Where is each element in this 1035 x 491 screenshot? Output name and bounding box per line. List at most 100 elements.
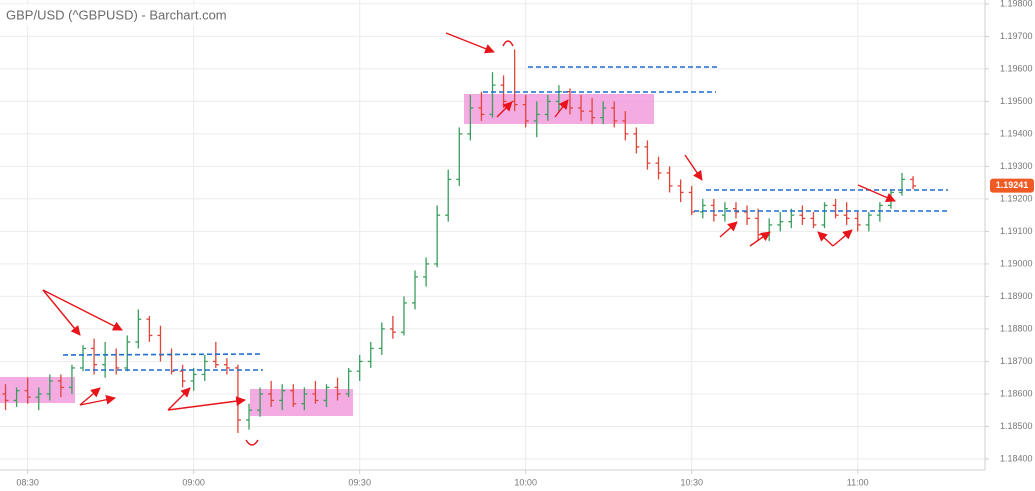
ohlc-bar	[644, 140, 651, 170]
y-tick-label: 1.19300	[1000, 161, 1033, 171]
ohlc-bar	[865, 211, 872, 232]
y-tick-label: 1.18400	[1000, 453, 1033, 463]
ohlc-bar	[533, 101, 540, 138]
ohlc-bar	[400, 296, 407, 336]
ohlc-bar	[234, 364, 241, 433]
bars	[2, 49, 917, 433]
y-tick-label: 1.19200	[1000, 193, 1033, 203]
arrow	[79, 394, 116, 406]
x-tick-label: 10:30	[680, 477, 703, 487]
ohlc-bar	[854, 211, 861, 232]
grid	[0, 0, 985, 470]
level-line	[62, 353, 263, 356]
highlight-boxes	[0, 94, 654, 416]
ohlc-bar	[24, 377, 31, 404]
arc-mark	[245, 439, 259, 446]
ohlc-bar	[356, 354, 363, 381]
y-tick-label: 1.19800	[1000, 0, 1033, 8]
ohlc-bar	[489, 72, 496, 118]
ohlc-bar	[843, 202, 850, 225]
title-bg	[0, 4, 230, 26]
ohlc-bar	[46, 374, 53, 401]
last-price-label: 1.19241	[996, 180, 1029, 190]
ohlc-bar	[57, 374, 64, 398]
ohlc-bar	[268, 380, 275, 407]
highlight-box	[0, 377, 75, 403]
ohlc-bar	[544, 94, 551, 121]
ohlc-bar	[699, 198, 706, 219]
x-tick-label: 10:00	[514, 477, 537, 487]
arrow	[167, 387, 191, 411]
ohlc-bar	[810, 211, 817, 229]
level-lines	[62, 66, 950, 371]
ohlc-bar	[102, 341, 109, 378]
ohlc-bar	[201, 354, 208, 381]
arrow	[749, 231, 771, 247]
arrow	[445, 32, 495, 54]
arrow	[832, 229, 853, 247]
ohlc-bar	[124, 335, 131, 372]
ohlc-bar	[367, 341, 374, 368]
last-price-badge	[990, 178, 1034, 193]
ohlc-bar	[13, 387, 20, 407]
ohlc-bar	[223, 358, 230, 375]
ohlc-bar	[290, 384, 297, 407]
arrow	[684, 154, 703, 181]
ohlc-bar	[456, 127, 463, 186]
ohlc-bar	[744, 205, 751, 225]
ohlc-bar	[412, 270, 419, 310]
ohlc-bar	[467, 94, 474, 141]
arrows	[42, 32, 896, 446]
arrow	[857, 184, 896, 202]
ohlc-bar	[146, 315, 153, 342]
ohlc-bar	[600, 101, 607, 125]
ohlc-bar	[378, 322, 385, 355]
arrow	[167, 396, 246, 411]
ohlc-bar	[611, 101, 618, 128]
ohlc-bar	[821, 202, 828, 229]
ohlc-bar	[80, 345, 87, 372]
ohlc-bar	[445, 169, 452, 222]
y-tick-label: 1.19700	[1000, 31, 1033, 41]
ohlc-bar	[832, 198, 839, 219]
ohlc-bar	[478, 91, 485, 121]
ohlc-bar	[157, 325, 164, 362]
x-tick-label: 08:30	[16, 477, 39, 487]
ohlc-bar	[677, 179, 684, 203]
y-tick-label: 1.19500	[1000, 96, 1033, 106]
y-tick-label: 1.18800	[1000, 323, 1033, 333]
y-tick-label: 1.19600	[1000, 63, 1033, 73]
arc-mark	[502, 40, 514, 47]
x-tick-label: 09:00	[182, 477, 205, 487]
arrow	[42, 289, 123, 331]
ohlc-bar	[777, 211, 784, 232]
ohlc-bar	[257, 387, 264, 417]
ohlc-bar	[279, 384, 286, 411]
ohlc-bar	[522, 94, 529, 128]
arrow	[817, 231, 834, 247]
x-tick-label: 11:00	[847, 477, 869, 487]
ohlc-bar	[301, 387, 308, 411]
ohlc-bar	[2, 384, 9, 411]
y-tick-label: 1.19000	[1000, 258, 1033, 268]
ohlc-bar	[755, 208, 762, 242]
x-tick-label: 09:30	[348, 477, 371, 487]
ohlc-bar	[766, 218, 773, 242]
arrow	[719, 221, 738, 238]
arrow	[554, 99, 569, 118]
ohlc-bar	[622, 111, 629, 141]
ohlc-bar	[389, 315, 396, 339]
ohlc-bar	[323, 384, 330, 407]
ohlc-bar	[179, 364, 186, 388]
ohlc-bar	[312, 380, 319, 404]
ohlc-bar	[135, 309, 142, 349]
y-tick-label: 1.19400	[1000, 128, 1033, 138]
ohlc-bar	[655, 156, 662, 180]
ohlc-bar	[434, 205, 441, 268]
ohlc-bar	[35, 387, 42, 411]
ohlc-bar	[246, 403, 253, 430]
ohlc-bar	[578, 94, 585, 121]
ohlc-bar	[666, 166, 673, 193]
